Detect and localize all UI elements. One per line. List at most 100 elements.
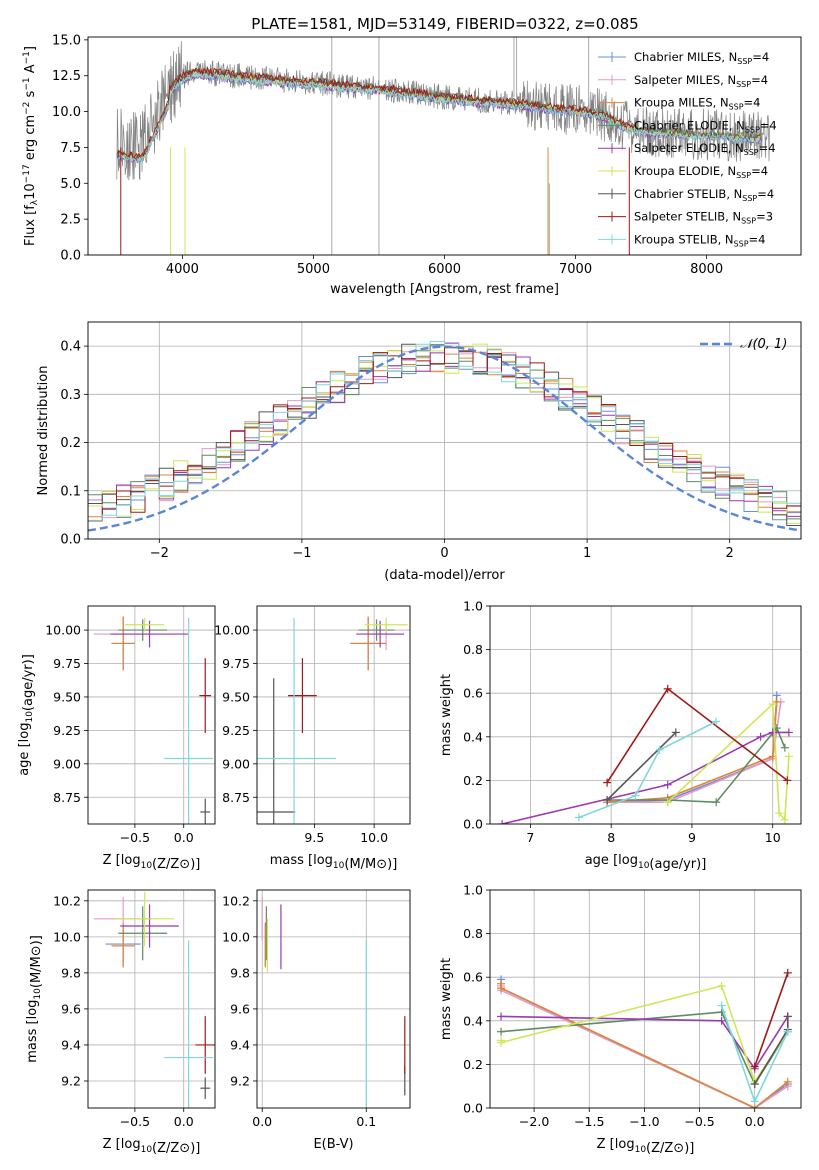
- series-line: [500, 1015, 789, 1071]
- y-tick-label: 9.75: [53, 656, 81, 671]
- y-tick-label: 2.5: [60, 213, 81, 228]
- ylabel-part: −2: [22, 102, 32, 115]
- point-kroupa-elodie: [115, 891, 174, 946]
- series-line: [606, 731, 677, 801]
- y-tick-label: 0.2: [463, 1057, 483, 1072]
- text-part: mass weight: [439, 958, 454, 1040]
- text-part: (M/M⊙)]: [29, 935, 44, 988]
- legend-label-chabrier-stelib: Chabrier STELIB, NSSP=4: [634, 187, 774, 203]
- text-part: Z [: [103, 1137, 121, 1152]
- ylabel-part: Flux [f: [23, 205, 38, 246]
- weight_vs_age-xlabel: age [log10(age/yr)]: [585, 853, 707, 872]
- x-tick-label: 0.1: [356, 1114, 376, 1129]
- y-tick-label: 0.8: [463, 926, 483, 941]
- age_vs_mass-frame: [256, 605, 411, 825]
- legend-label-salpeter-elodie: Salpeter ELODIE, NSSP=4: [634, 141, 776, 157]
- x-tick-label: −1.5: [574, 1114, 604, 1129]
- y-tick-label: 9.00: [53, 756, 81, 771]
- normal-curve: [88, 345, 801, 532]
- y-tick-label: 1.0: [463, 599, 483, 614]
- histogram-kroupa-stelib: [88, 340, 801, 539]
- residuals-xlabel: (data-model)/error: [384, 568, 505, 583]
- legend-name: Salpeter ELODIE, N: [634, 141, 744, 155]
- y-tick-label: 9.8: [61, 965, 81, 980]
- mass_vs_Z-frame: [87, 889, 216, 1109]
- weight_vs_Z-xlabel: Z [log10(Z/Z⊙)]: [597, 1137, 695, 1156]
- point-kroupa-stelib: [164, 618, 214, 824]
- y-tick-label: 10.2: [222, 893, 250, 908]
- point-salpeter-stelib: [195, 1016, 215, 1074]
- age_vs_mass-xlabel: mass [log10(M/M⊙)]: [270, 853, 398, 872]
- x-tick-label: 0: [440, 546, 448, 561]
- log-subscript: 10: [141, 1145, 153, 1155]
- series-chabrier-stelib: [750, 1012, 792, 1089]
- age_vs_Z-ylabel: age [log10(age/yr)]: [17, 654, 36, 776]
- y-tick-label: 0.2: [60, 436, 81, 451]
- text-part: (Z/Z⊙)]: [152, 857, 200, 872]
- spectrum-xlabel: wavelength [Angstrom, rest frame]: [330, 282, 559, 297]
- series-kroupa-stelib: [574, 717, 721, 822]
- legend-label-chabrier-elodie: Chabrier ELODIE, NSSP=4: [634, 118, 777, 134]
- weight_vs_Z-ylabel: mass weight: [439, 958, 454, 1040]
- legend-label-normal: 𝒩(0, 1): [740, 337, 787, 352]
- spectrum-frame: [87, 36, 802, 256]
- text-part: Z [: [103, 853, 121, 868]
- legend-value: =4: [751, 73, 768, 87]
- y-tick-label: 15.0: [52, 33, 81, 48]
- model-spectrum-chabrier-stelib: [116, 67, 762, 162]
- mass_vs_Z-axes: −0.5 0.09.29.49.69.810.010.2Z [log10(Z/Z⊙…: [25, 890, 215, 1156]
- legend-name: Chabrier ELODIE, N: [634, 118, 745, 132]
- point-kroupa-elodie: [125, 618, 165, 632]
- point-chabrier-elodie: [358, 619, 395, 641]
- y-tick-label: 10.0: [53, 929, 81, 944]
- text-part: (data-model)/error: [384, 568, 505, 583]
- legend-sub: SSP: [734, 239, 749, 248]
- point-chabrier-stelib: [200, 1077, 211, 1099]
- series-kroupa-stelib: [717, 1001, 792, 1106]
- ylabel-part: −1: [22, 51, 32, 64]
- y-tick-label: 5.0: [60, 177, 81, 192]
- y-tick-label: 9.50: [53, 689, 81, 704]
- point-kroupa-miles: [111, 616, 135, 671]
- x-tick-label: 8000: [690, 262, 723, 277]
- age_vs_mass-axes: 9.5 10.0 8.75 9.00 9.25 9.50 9.75 10.00 mass [lo…: [214, 606, 410, 872]
- y-tick-label: 9.2: [230, 1073, 250, 1088]
- series-salpeter-stelib: [750, 968, 792, 1071]
- model-spectrum-kroupa-stelib: [118, 70, 762, 164]
- ylabel-part: A: [23, 64, 38, 77]
- y-tick-label: 10.2: [53, 893, 81, 908]
- model-spectrum-salpeter-stelib: [117, 66, 635, 160]
- y-tick-label: 0.2: [463, 773, 483, 788]
- series-kroupa-elodie: [663, 700, 793, 824]
- legend-sub: SSP: [741, 217, 756, 226]
- legend-value: =3: [756, 210, 773, 224]
- y-tick-label: 12.5: [52, 69, 81, 84]
- legend-sub: SSP: [737, 57, 752, 66]
- legend-name: Chabrier STELIB, N: [634, 187, 742, 201]
- age_vs_Z-xlabel: Z [log10(Z/Z⊙)]: [103, 853, 201, 872]
- mass_vs_Z-ylabel: mass [log10(M/M⊙)]: [25, 935, 44, 1063]
- y-tick-label: 9.00: [222, 756, 250, 771]
- mass_vs_Z-xlabel: Z [log10(Z/Z⊙)]: [103, 1137, 201, 1156]
- y-tick-label: 9.50: [222, 689, 250, 704]
- y-tick-label: 10.00: [214, 623, 250, 638]
- x-tick-label: 6000: [428, 262, 461, 277]
- text-part: mass [: [270, 853, 313, 868]
- y-tick-label: 0.0: [60, 533, 81, 548]
- y-tick-label: 0.1: [60, 484, 81, 499]
- point-chabrier-elodie: [118, 906, 168, 961]
- ylabel-part: s: [23, 90, 38, 101]
- x-tick-label: 0.0: [174, 1114, 194, 1129]
- y-tick-label: 0.0: [60, 249, 81, 264]
- legend-value: =4: [759, 141, 776, 155]
- y-tick-label: 0.4: [60, 340, 81, 355]
- figure-title: PLATE=1581, MJD=53149, FIBERID=0322, z=0…: [251, 15, 638, 33]
- x-tick-label: 4000: [166, 262, 199, 277]
- text-part: E(B-V): [313, 1137, 353, 1152]
- series-line: [667, 702, 790, 822]
- text-part: age [: [585, 853, 618, 868]
- y-tick-label: 7.5: [60, 141, 81, 156]
- age_vs_Z-frame: [87, 605, 216, 825]
